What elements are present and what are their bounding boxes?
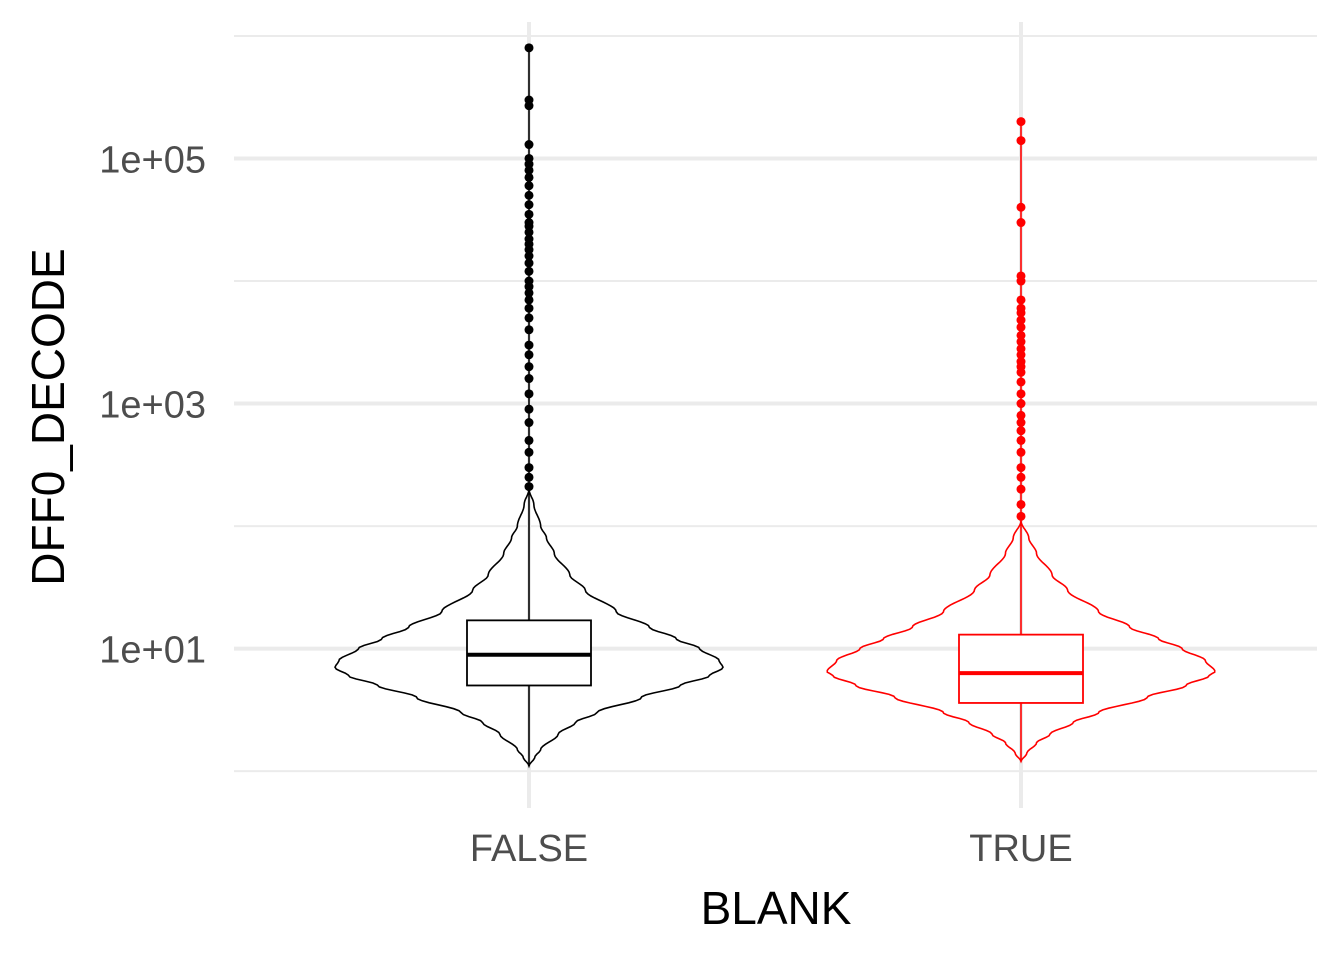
outlier-point xyxy=(524,218,534,228)
outlier-point xyxy=(524,172,534,182)
x-axis-tick-labels: FALSE TRUE xyxy=(470,828,1073,870)
y-tick-label: 1e+05 xyxy=(99,139,206,181)
outlier-point xyxy=(1016,344,1026,354)
outlier-point xyxy=(524,389,534,399)
outlier-point xyxy=(524,234,534,244)
y-tick-label: 1e+03 xyxy=(99,385,206,427)
outlier-point xyxy=(524,153,534,163)
grid xyxy=(234,22,1317,808)
outlier-point xyxy=(524,362,534,372)
outlier-point xyxy=(524,463,534,473)
outlier-point xyxy=(524,295,534,305)
outlier-point xyxy=(524,209,534,219)
outlier-point xyxy=(524,374,534,384)
outlier-point xyxy=(524,350,534,360)
outlier-point xyxy=(1016,303,1026,313)
outlier-point xyxy=(524,95,534,105)
outlier-point xyxy=(1016,472,1026,482)
outlier-point xyxy=(1016,271,1026,281)
outlier-point xyxy=(1016,136,1026,146)
box xyxy=(958,633,1084,704)
outlier-point xyxy=(524,258,534,268)
x-tick-label: FALSE xyxy=(470,828,588,870)
outlier-point xyxy=(1016,463,1026,473)
outlier-point xyxy=(524,303,534,313)
x-axis-title: BLANK xyxy=(701,882,852,934)
outlier-point xyxy=(524,472,534,482)
outlier-point xyxy=(524,435,534,445)
outlier-point xyxy=(1016,410,1026,420)
outlier-point xyxy=(1016,295,1026,305)
x-tick-label: TRUE xyxy=(969,828,1072,870)
outlier-point xyxy=(524,251,534,261)
outlier-point xyxy=(524,447,534,457)
outlier-point xyxy=(1016,202,1026,212)
outlier-point xyxy=(524,313,534,323)
outlier-point xyxy=(1016,377,1026,387)
y-tick-label: 1e+01 xyxy=(99,630,206,672)
outlier-point xyxy=(524,140,534,150)
outlier-point xyxy=(524,340,534,350)
outlier-point xyxy=(524,418,534,428)
outlier-point xyxy=(524,165,534,175)
outlier-point xyxy=(1016,426,1026,436)
y-axis-tick-labels: 1e+01 1e+03 1e+05 xyxy=(99,139,206,671)
outlier-point xyxy=(1016,484,1026,494)
outlier-point xyxy=(1016,357,1026,367)
y-axis-title: DFF0_DECODE xyxy=(22,248,74,585)
outlier-point xyxy=(1016,117,1026,127)
outlier-point xyxy=(1016,447,1026,457)
outlier-point xyxy=(1016,389,1026,399)
outlier-point xyxy=(1016,435,1026,445)
series-false xyxy=(334,43,724,769)
outlier-point xyxy=(524,181,534,191)
outlier-point xyxy=(524,288,534,298)
outlier-point xyxy=(524,276,534,286)
series-true xyxy=(826,117,1216,764)
outlier-point xyxy=(524,482,534,492)
plot-marks xyxy=(334,43,1216,769)
outlier-point xyxy=(1016,418,1026,428)
outlier-point xyxy=(1016,399,1026,409)
outlier-point xyxy=(1016,218,1026,228)
outlier-point xyxy=(524,200,534,210)
outlier-point xyxy=(1016,315,1026,325)
outlier-point xyxy=(524,43,534,53)
outlier-point xyxy=(1016,330,1026,340)
outlier-point xyxy=(524,325,534,335)
outlier-point xyxy=(524,190,534,200)
outlier-point xyxy=(1016,337,1026,347)
outlier-point xyxy=(1016,322,1026,332)
outlier-point xyxy=(524,266,534,276)
outlier-point xyxy=(1016,499,1026,509)
outlier-point xyxy=(1016,511,1026,521)
outlier-point xyxy=(524,404,534,414)
